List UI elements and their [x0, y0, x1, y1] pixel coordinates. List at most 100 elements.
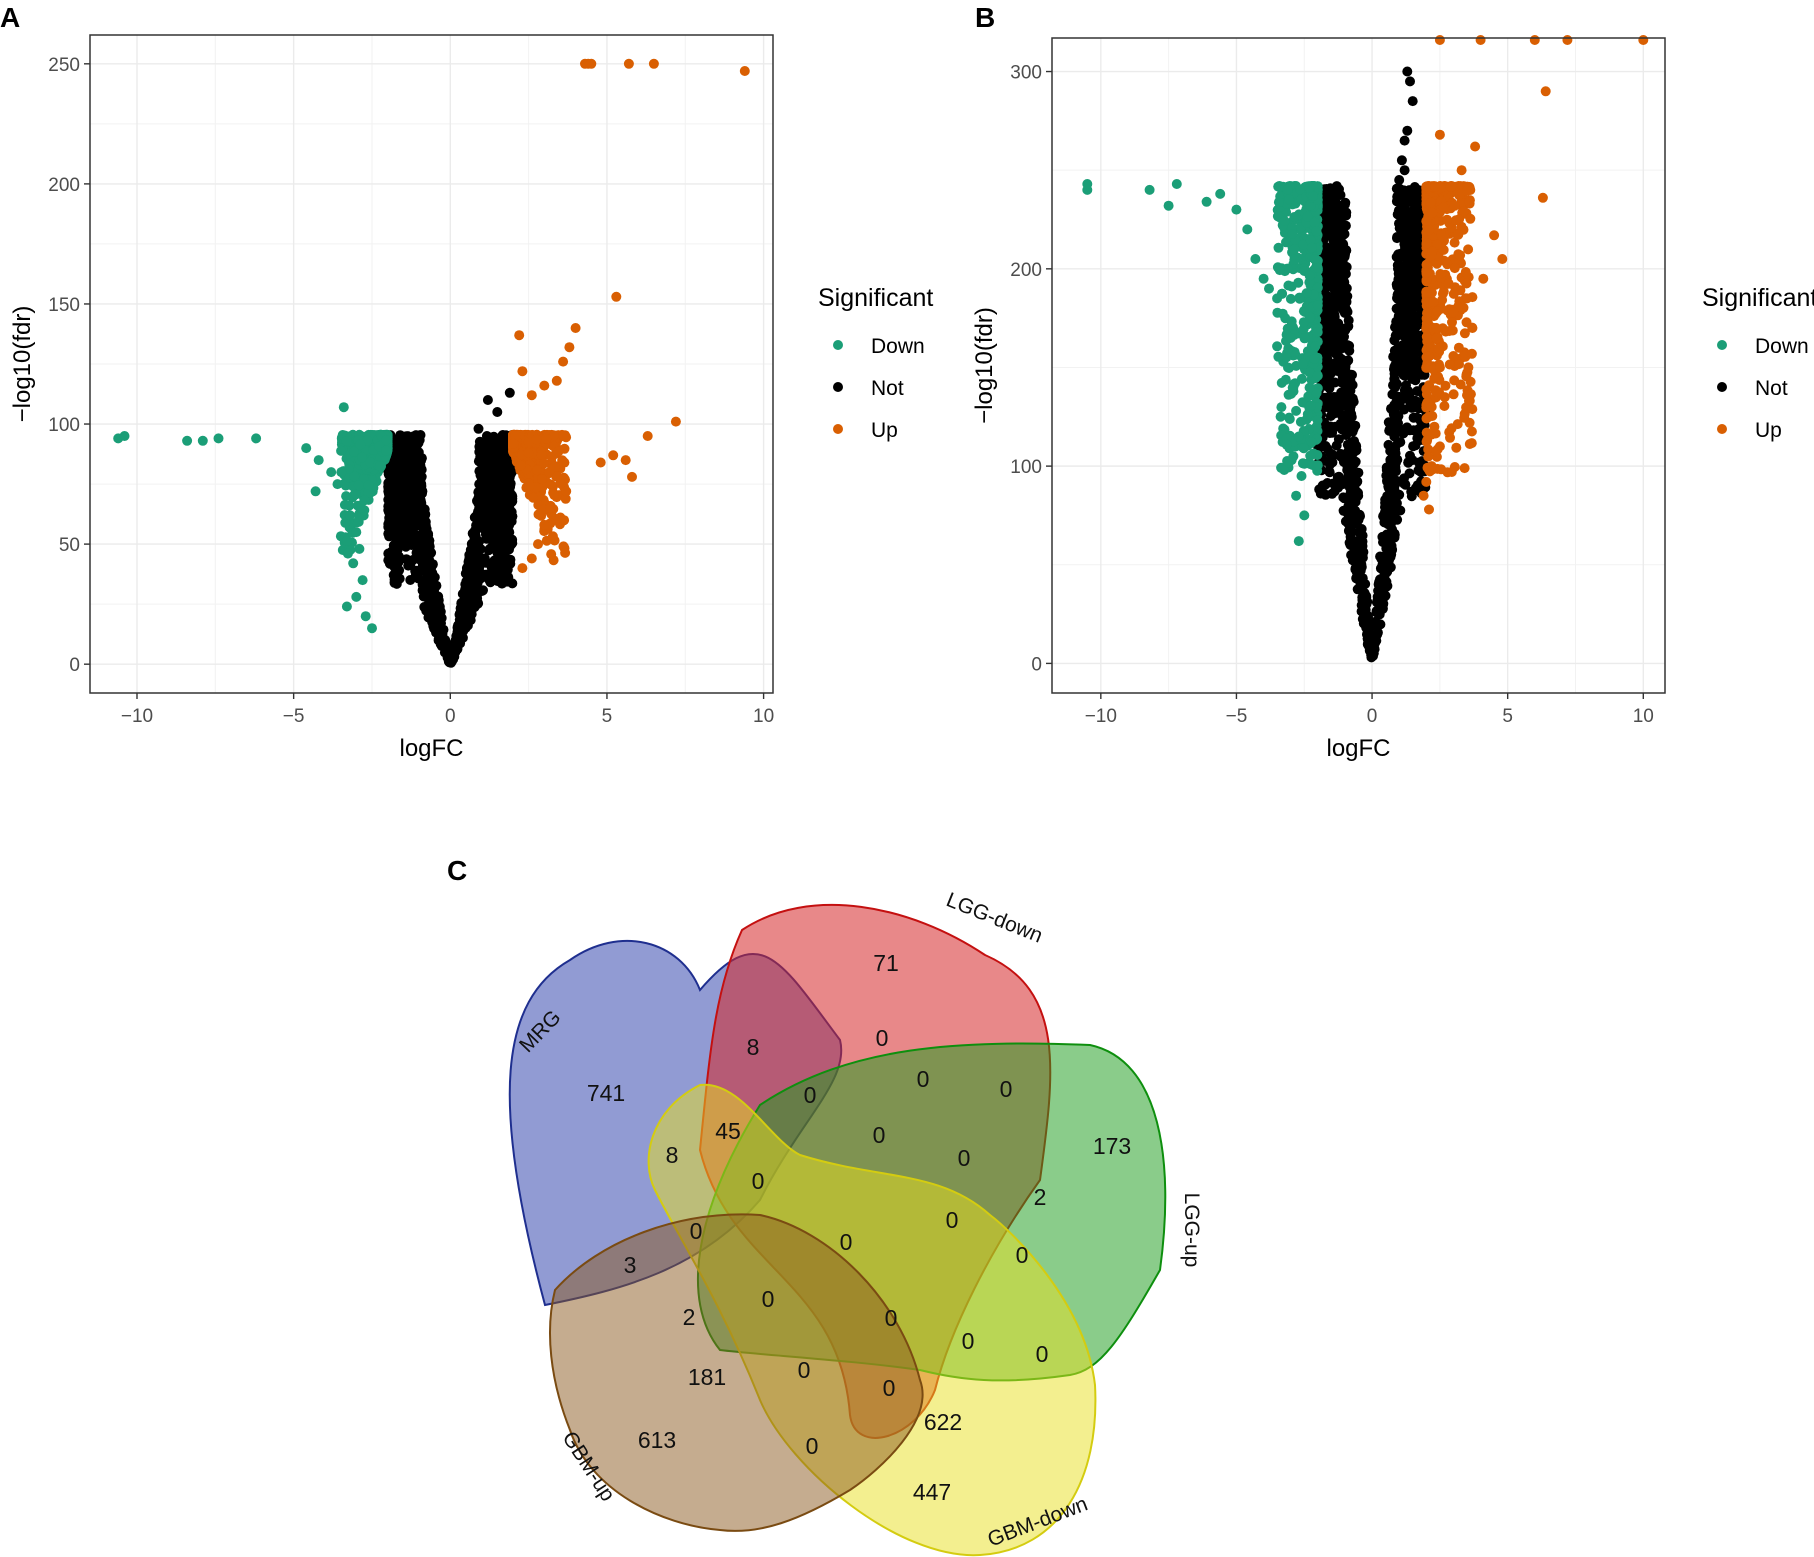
point-up [1418, 490, 1429, 501]
point-up [538, 458, 549, 469]
point-up [1449, 263, 1460, 274]
point-up [1426, 401, 1437, 412]
point-down [1309, 217, 1320, 228]
point-down [1304, 182, 1315, 193]
point-not [501, 576, 512, 587]
point-down [1288, 382, 1299, 393]
point-up [1427, 411, 1438, 421]
point-up [1427, 246, 1438, 257]
point-up [531, 434, 542, 445]
point-up [1462, 390, 1472, 401]
point-up [1459, 463, 1470, 474]
point-up [1431, 386, 1442, 397]
point-not [393, 513, 404, 524]
point-down [1264, 283, 1274, 294]
point-up [1449, 237, 1460, 248]
point-down [326, 467, 337, 478]
point-up [558, 356, 569, 367]
point-not [1373, 585, 1384, 596]
point-not [390, 548, 401, 559]
point-not [1357, 551, 1368, 562]
point-up [1442, 259, 1453, 270]
point-down [360, 611, 371, 622]
point-up [537, 504, 548, 515]
point-not [431, 604, 442, 615]
point-up [1425, 197, 1436, 208]
point-down [1298, 443, 1309, 454]
point-not [1346, 437, 1357, 448]
point-not [417, 488, 427, 499]
point-not [1394, 175, 1405, 185]
point-not [1328, 275, 1339, 286]
point-not [1388, 492, 1399, 503]
point-not [1349, 514, 1360, 524]
point-up [549, 490, 560, 501]
point-not [1391, 252, 1402, 262]
point-not [405, 486, 416, 497]
point-up [1421, 267, 1432, 278]
point-down [1297, 458, 1308, 469]
point-down [348, 558, 359, 569]
point-not [1336, 212, 1347, 223]
point-up [1424, 351, 1435, 362]
point-up [532, 465, 543, 476]
point-up [1440, 380, 1451, 391]
point-not [1389, 368, 1400, 379]
point-not [485, 473, 495, 484]
point-not [1359, 598, 1370, 609]
point-up [1434, 129, 1445, 140]
point-up [1461, 186, 1472, 196]
point-not [1345, 540, 1356, 550]
point-not [1388, 420, 1399, 431]
point-up [517, 563, 528, 574]
point-not [1331, 392, 1342, 403]
point-up [1454, 359, 1464, 370]
point-down [1276, 402, 1287, 413]
point-down [353, 480, 364, 491]
point-up [1430, 181, 1441, 192]
point-up [1540, 86, 1551, 97]
panel-border [1051, 37, 1666, 694]
point-not [410, 521, 420, 532]
point-up [526, 390, 537, 401]
point-down [338, 402, 349, 413]
point-up [1421, 384, 1432, 395]
point-not [1320, 479, 1331, 490]
point-down [351, 527, 362, 538]
point-up [1447, 325, 1458, 336]
point-not [391, 525, 402, 536]
point-down [1312, 370, 1323, 381]
point-not [490, 571, 501, 582]
point-not [1333, 434, 1344, 445]
point-down [1305, 450, 1316, 461]
point-not [1410, 328, 1421, 339]
point-down [1281, 439, 1292, 450]
point-down [1299, 510, 1310, 521]
point-not [1329, 359, 1340, 370]
point-up [1436, 230, 1447, 241]
point-up [1464, 197, 1475, 208]
point-down [1258, 273, 1269, 284]
point-down [341, 436, 352, 446]
point-up [1461, 278, 1472, 289]
point-up [1449, 200, 1460, 211]
point-not [470, 530, 481, 541]
point-up [545, 503, 556, 514]
point-up [1638, 35, 1649, 45]
point-not [383, 519, 394, 529]
point-down [1242, 224, 1253, 235]
point-not [476, 586, 487, 596]
point-not [1340, 249, 1350, 260]
point-up [1447, 317, 1457, 328]
point-down [1272, 293, 1283, 304]
point-not [405, 575, 416, 585]
point-not [1392, 260, 1403, 271]
point-down [1293, 277, 1304, 288]
panel-label-b: B [975, 2, 995, 33]
point-not [421, 543, 432, 554]
point-not [465, 608, 476, 619]
point-not [502, 467, 513, 477]
point-up [515, 460, 526, 471]
point-not [483, 501, 494, 512]
point-up [1433, 343, 1444, 354]
